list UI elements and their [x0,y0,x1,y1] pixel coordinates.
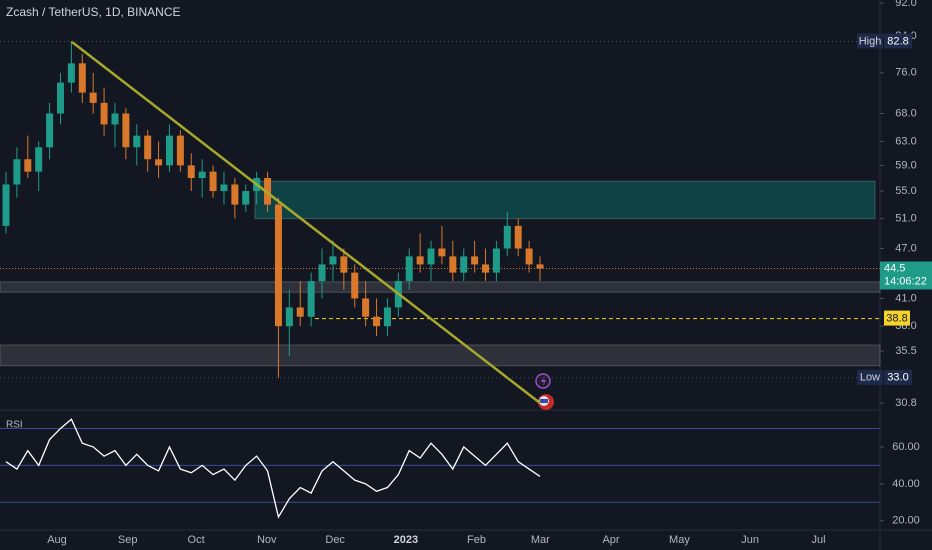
y-tick-label: 20.00 [892,515,920,527]
candle-body [122,113,130,148]
support-box [884,310,910,326]
candle-body [503,225,511,249]
last-price-value: 44.5 [884,262,905,274]
candle-body [209,171,217,192]
y-tick-label: 60.00 [892,441,920,453]
support-value: 38.8 [886,313,907,325]
y-tick-label: 30.8 [895,397,916,409]
x-tick-label: 2023 [394,534,418,546]
candle-body [525,248,533,265]
chart-title: Zcash / TetherUS, 1D, BINANCE [6,5,181,19]
y-tick-label: 76.0 [895,67,916,79]
zone [0,281,881,293]
rsi-line [5,418,541,519]
marker-value: 82.8 [887,35,908,47]
candle-body [536,264,544,269]
marker-label: High [859,35,882,47]
candle-body [405,256,413,282]
x-tick-label: Apr [602,534,619,546]
x-tick-label: Mar [531,534,550,546]
countdown: 14:06:22 [884,275,927,287]
candle-body [35,147,43,172]
candle-body [187,165,195,178]
y-tick-label: 92.0 [895,0,916,9]
candle-body [198,171,206,178]
candle-body [144,135,152,160]
candle-body [176,135,184,166]
y-tick-label: 55.0 [895,185,916,197]
y-tick-label: 35.5 [895,345,916,357]
price-pane [0,40,881,404]
candle-body [340,256,348,273]
y-tick-label: 40.00 [892,478,920,490]
candle-body [362,298,370,317]
candle-body [383,307,391,327]
candle-body [307,281,315,317]
marker-label: Low [860,372,880,384]
x-tick-label: Oct [188,534,205,546]
candle-body [89,92,97,103]
candle-body [296,307,304,317]
x-tick-label: May [669,534,690,546]
candle-body [482,264,490,273]
marker-tag [857,33,883,49]
x-tick-label: Nov [257,534,277,546]
candle-body [24,159,32,172]
y-tick-label: 47.0 [895,242,916,254]
y-tick-label: 63.0 [895,135,916,147]
y-tick-label: 51.0 [895,213,916,225]
x-tick-label: Dec [325,534,345,546]
candle-body [274,204,282,327]
y-tick-label: 68.0 [895,107,916,119]
x-tick-label: Jul [811,534,825,546]
candle-body [220,184,228,192]
candle-body [351,272,359,299]
rsi-title: RSI [6,420,23,431]
candle-body [460,256,468,273]
trendline [70,40,541,404]
candle-body [427,248,435,265]
candle-body [373,316,381,327]
x-tick-label: Aug [47,534,67,546]
alert-icon[interactable] [535,373,551,389]
candle-body [13,159,21,185]
y-tick-label: 59.0 [895,159,916,171]
candle-body [242,191,250,205]
x-tick-label: Feb [467,534,486,546]
event-icon[interactable] [538,394,554,410]
candle-body [329,256,337,265]
candle-body [100,102,108,125]
candle-body [78,63,86,93]
last-price-box [880,261,932,290]
candle-body [492,248,500,273]
candle-body [155,159,163,166]
y-tick-label: 41.0 [895,292,916,304]
candle-body [2,184,10,226]
candle-body [318,264,326,282]
candle-body [285,307,293,327]
candle-body [514,225,522,249]
marker-box [884,33,912,49]
candle-body [165,135,173,166]
candle-body [471,256,479,265]
candle-body [416,256,424,265]
candle-body [67,63,75,83]
candle-body [46,113,54,148]
zone [0,344,881,367]
candle-body [438,248,446,257]
zone [254,180,876,220]
candle-body [56,82,64,114]
marker-tag [857,369,883,385]
candle-body [133,135,141,148]
marker-box [884,369,912,385]
candle-body [449,256,457,273]
x-tick-label: Jun [741,534,759,546]
marker-value: 33.0 [887,372,908,384]
candle-body [231,184,239,205]
candle-body [111,113,119,125]
x-tick-label: Sep [118,534,138,546]
